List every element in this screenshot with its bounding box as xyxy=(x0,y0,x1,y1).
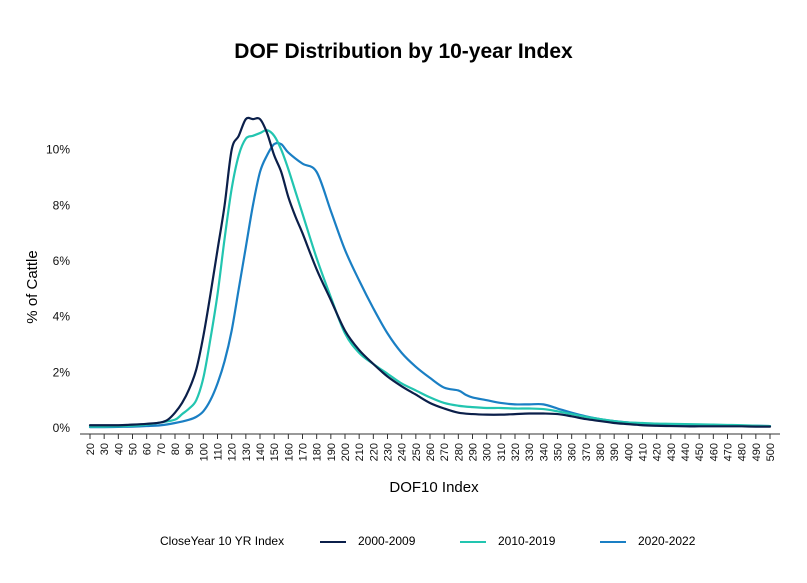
x-tick-label: 50 xyxy=(128,443,140,455)
x-tick-label: 160 xyxy=(283,443,295,461)
x-tick-label: 120 xyxy=(227,443,239,461)
x-tick-label: 70 xyxy=(156,443,168,455)
x-tick-label: 40 xyxy=(113,443,125,455)
y-tick-label: 10% xyxy=(46,143,70,157)
x-tick-label: 390 xyxy=(609,443,621,461)
x-tick-label: 250 xyxy=(411,443,423,461)
x-tick-label: 280 xyxy=(453,443,465,461)
x-axis-title: DOF10 Index xyxy=(389,479,479,496)
x-tick-label: 110 xyxy=(213,443,225,461)
x-tick-label: 480 xyxy=(737,443,749,461)
x-tick-label: 350 xyxy=(553,443,565,461)
x-tick-label: 300 xyxy=(482,443,494,461)
legend: CloseYear 10 YR Index 2000-2009 2010-201… xyxy=(0,532,807,552)
x-tick-label: 170 xyxy=(298,443,310,461)
x-tick-label: 370 xyxy=(581,443,593,461)
x-tick-label: 400 xyxy=(623,443,635,461)
x-tick-label: 230 xyxy=(383,443,395,461)
x-tick-label: 180 xyxy=(312,443,324,461)
x-tick-label: 90 xyxy=(184,443,196,455)
series-line-2010-2019 xyxy=(88,129,772,428)
legend-swatch xyxy=(460,540,486,543)
x-tick-label: 470 xyxy=(723,443,735,461)
y-axis-ticks: 0% 2% 4% 6% 8% 10% xyxy=(46,143,70,435)
legend-item-2000-2009: 2000-2009 xyxy=(320,534,415,548)
x-tick-label: 450 xyxy=(694,443,706,461)
legend-title: CloseYear 10 YR Index xyxy=(160,534,285,548)
x-tick-label: 60 xyxy=(142,443,154,455)
legend-item-2020-2022: 2020-2022 xyxy=(600,534,695,548)
x-tick-label: 260 xyxy=(425,443,437,461)
x-tick-label: 210 xyxy=(354,443,366,461)
x-tick-label: 240 xyxy=(397,443,409,461)
legend-label: 2010-2019 xyxy=(498,534,556,548)
x-tick-label: 310 xyxy=(496,443,508,461)
y-axis-title: % of Cattle xyxy=(24,250,41,323)
x-axis-ticks: 20 30 40 50 60 70 80 90 100 110 120 130 140 150 160 170… xyxy=(85,434,777,461)
legend-label: 2020-2022 xyxy=(638,534,696,548)
x-tick-label: 380 xyxy=(595,443,607,461)
x-tick-label: 100 xyxy=(198,443,210,461)
x-tick-label: 360 xyxy=(567,443,579,461)
x-tick-label: 420 xyxy=(652,443,664,461)
legend-swatch xyxy=(600,540,626,543)
x-tick-label: 500 xyxy=(765,443,777,461)
x-tick-label: 290 xyxy=(468,443,480,461)
y-tick-label: 6% xyxy=(53,254,71,268)
x-tick-label: 220 xyxy=(368,443,380,461)
x-tick-label: 320 xyxy=(510,443,522,461)
x-tick-label: 330 xyxy=(524,443,536,461)
x-tick-label: 430 xyxy=(666,443,678,461)
x-tick-label: 20 xyxy=(85,443,97,455)
x-tick-label: 440 xyxy=(680,443,692,461)
series-layer xyxy=(88,116,772,429)
x-tick-label: 460 xyxy=(708,443,720,461)
series-line-2000-2009 xyxy=(88,116,772,428)
x-tick-label: 190 xyxy=(326,443,338,461)
chart-title: DOF Distribution by 10-year Index xyxy=(234,40,573,63)
x-tick-label: 150 xyxy=(269,443,281,461)
x-tick-label: 80 xyxy=(170,443,182,455)
y-tick-label: 0% xyxy=(53,421,71,435)
x-tick-label: 130 xyxy=(241,443,253,461)
legend-item-2010-2019: 2010-2019 xyxy=(460,534,555,548)
x-tick-label: 270 xyxy=(439,443,451,461)
y-tick-label: 8% xyxy=(53,198,71,212)
y-tick-label: 4% xyxy=(53,310,71,324)
x-tick-label: 490 xyxy=(751,443,763,461)
legend-swatch xyxy=(320,540,346,543)
x-tick-label: 410 xyxy=(638,443,650,461)
y-tick-label: 2% xyxy=(53,365,71,379)
x-tick-label: 340 xyxy=(538,443,550,461)
x-tick-label: 140 xyxy=(255,443,267,461)
legend-label: 2000-2009 xyxy=(358,534,416,548)
x-tick-label: 200 xyxy=(340,443,352,461)
x-tick-label: 30 xyxy=(99,443,111,455)
